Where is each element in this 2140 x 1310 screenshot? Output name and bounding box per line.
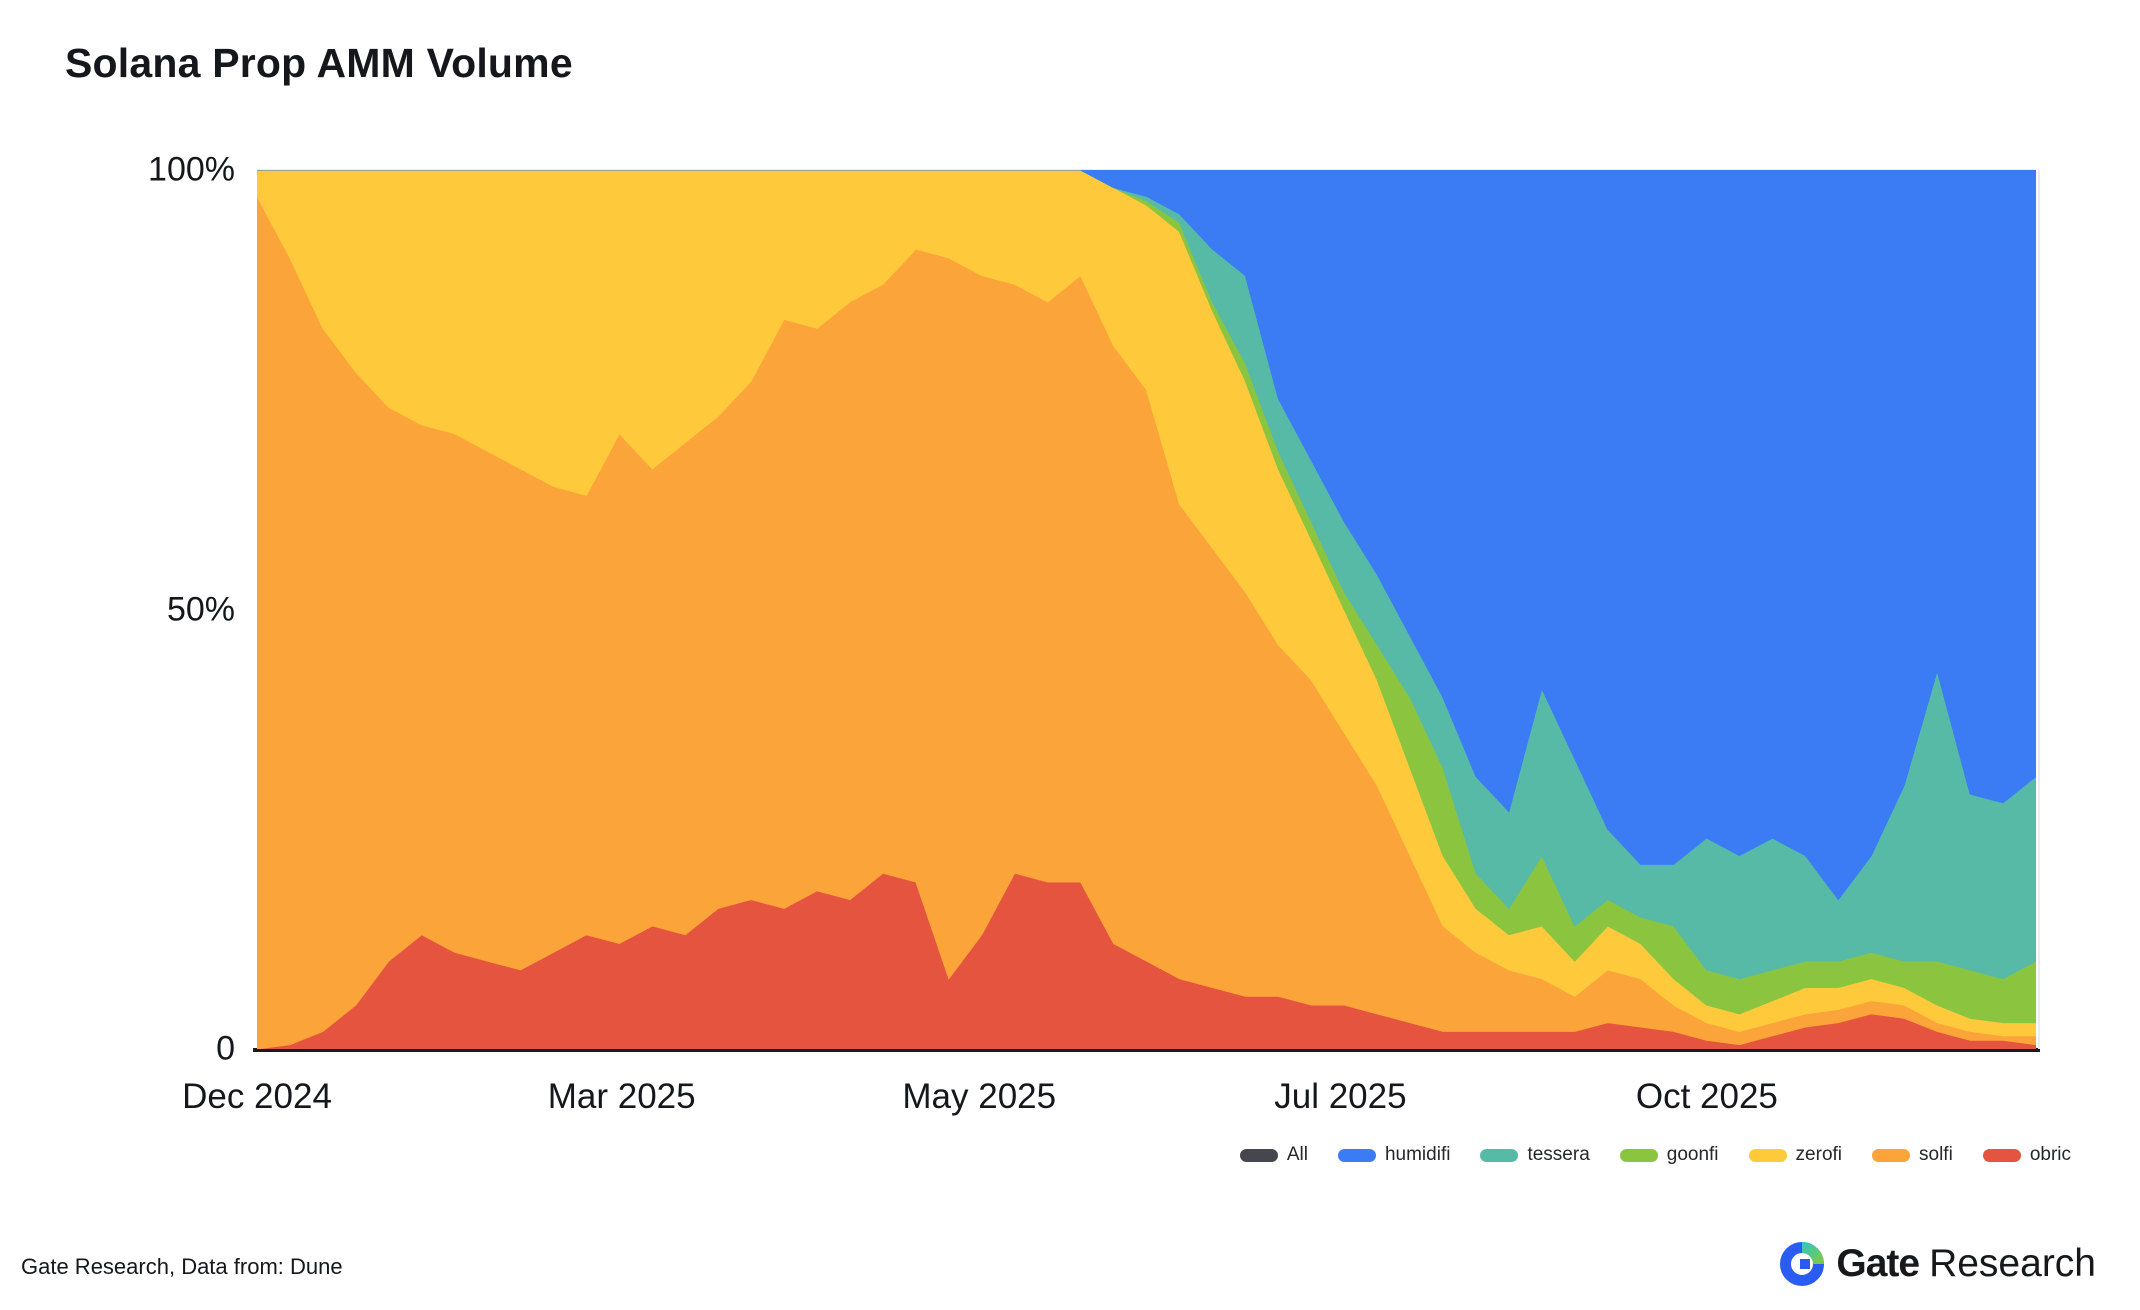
legend-swatch-solfi bbox=[1872, 1148, 1911, 1162]
legend-label: All bbox=[1286, 1144, 1308, 1165]
series-area-tessera bbox=[257, 170, 2036, 980]
series-area-humidifi bbox=[257, 170, 2036, 901]
legend-item-humidifi[interactable]: humidifi bbox=[1337, 1144, 1451, 1166]
y-axis-tick-label: 50% bbox=[166, 590, 235, 628]
y-axis-tick-label: 100% bbox=[148, 150, 235, 189]
legend-item-all[interactable]: All bbox=[1239, 1144, 1308, 1166]
legend-swatch-obric bbox=[1982, 1148, 2021, 1162]
stacked-area-plot bbox=[257, 170, 2036, 1049]
legend-swatch-all bbox=[1239, 1148, 1278, 1162]
legend-item-tessera[interactable]: tessera bbox=[1480, 1144, 1590, 1166]
x-axis-tick-label: Dec 2024 bbox=[182, 1077, 332, 1116]
legend-label: tessera bbox=[1527, 1144, 1590, 1165]
series-area-zerofi bbox=[257, 170, 2036, 1037]
legend-label: goonfi bbox=[1666, 1144, 1719, 1165]
gate-logo-icon bbox=[1780, 1242, 1825, 1286]
brand-name-regular: Research bbox=[1929, 1242, 2096, 1285]
legend-item-goonfi[interactable]: goonfi bbox=[1619, 1144, 1719, 1166]
legend-label: obric bbox=[2029, 1144, 2071, 1165]
legend-swatch-zerofi bbox=[1748, 1148, 1787, 1162]
legend-item-solfi[interactable]: solfi bbox=[1872, 1144, 1953, 1166]
brand-name: Gate Research bbox=[1836, 1242, 2096, 1286]
brand-name-bold: Gate bbox=[1836, 1242, 1920, 1285]
source-note: Gate Research, Data from: Dune bbox=[21, 1254, 343, 1279]
legend-swatch-tessera bbox=[1480, 1148, 1519, 1162]
x-axis-tick-label: Mar 2025 bbox=[547, 1077, 696, 1116]
chart-title: Solana Prop AMM Volume bbox=[65, 40, 573, 86]
right-edge-gridline bbox=[2038, 170, 2040, 1049]
chart-legend: All humidifi tessera goonfi zerofi solfi obric bbox=[1239, 1144, 2071, 1166]
x-axis-line bbox=[253, 1048, 2040, 1052]
x-axis-tick-label: May 2025 bbox=[902, 1077, 1057, 1116]
legend-item-zerofi[interactable]: zerofi bbox=[1748, 1144, 1843, 1166]
legend-swatch-goonfi bbox=[1619, 1148, 1658, 1162]
legend-label: solfi bbox=[1919, 1144, 1953, 1165]
legend-label: humidifi bbox=[1384, 1144, 1451, 1165]
x-axis-tick-label: Jul 2025 bbox=[1274, 1077, 1407, 1116]
legend-swatch-humidifi bbox=[1337, 1148, 1376, 1162]
legend-label: zerofi bbox=[1795, 1144, 1843, 1165]
y-axis-tick-label: 0 bbox=[216, 1029, 235, 1068]
legend-item-obric[interactable]: obric bbox=[1982, 1144, 2071, 1166]
x-axis-tick-label: Oct 2025 bbox=[1635, 1077, 1778, 1116]
brand: Gate Research bbox=[1778, 1240, 2096, 1288]
